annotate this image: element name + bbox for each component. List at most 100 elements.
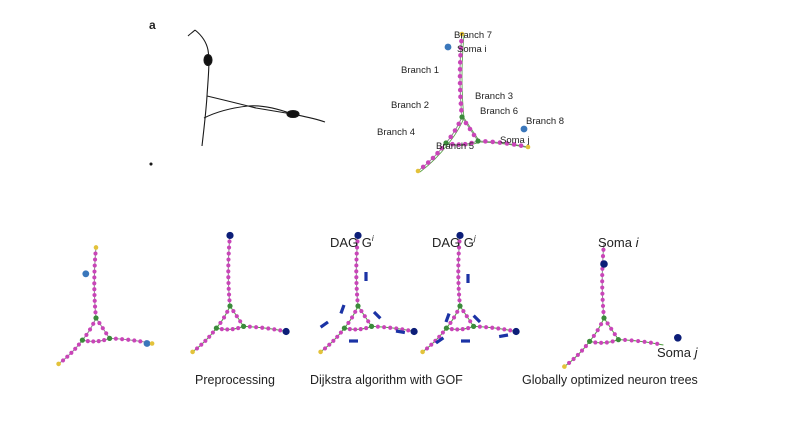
neuron-sketch [149,29,326,166]
tree-node [429,342,434,347]
tree-node [437,334,442,339]
tree-node [272,327,277,332]
tree-node [456,269,461,274]
junction-node [355,303,361,309]
tree-node [604,340,609,345]
tree-node [199,342,204,347]
tree-node [92,292,97,298]
panel-letter: a [149,18,156,32]
tree-node [406,328,411,333]
soma-j-node [143,340,151,347]
tree-node [420,164,426,170]
tree-node [610,339,615,344]
tree-node [76,342,81,347]
junction-node [107,335,113,341]
tree-node [92,304,98,309]
tree-node [456,275,461,280]
tree-node [347,327,352,332]
tree-node [599,340,604,345]
tree-node [508,328,513,333]
tree-node [424,346,430,351]
tree-node [457,298,462,303]
tree-node [458,53,463,58]
junction-node [457,303,463,309]
soma-i-label: Soma i [598,235,640,250]
tree-node [92,257,98,262]
soma-i-node [354,231,362,240]
tree-node [92,281,97,286]
tree-node [354,280,359,286]
tree-node [450,141,455,147]
soma-i-node [456,231,464,240]
tree-node [484,325,489,330]
caption-preprocessing: Preprocessing [195,373,275,387]
tree-node [456,257,461,262]
tree-node [459,38,464,44]
dag-gi-label: DAG Gi [330,234,374,250]
junction-node [587,338,593,344]
junction-node [459,114,465,120]
tree-node [93,310,98,315]
caption-globally-optimized: Globally optimized neuron trees [522,373,698,387]
junction-node [369,323,375,329]
tree-node [394,326,399,331]
tree-node [358,327,363,332]
junction-node [601,315,607,321]
tree-node [97,321,102,326]
tree-node [457,67,463,72]
tree-node [456,142,462,147]
tree-node [227,239,232,244]
tree-node [236,326,241,331]
tree-node [226,292,232,297]
tree-node [458,101,464,106]
tree-node [92,269,97,274]
flow-arrow [372,310,382,320]
soma-j-label: Soma j [657,345,699,360]
label-branch-7: Branch 7 [454,30,492,41]
tree-node [225,327,230,332]
junction-node [615,337,622,343]
tree-node [456,251,461,256]
tree-node [234,314,239,319]
tree-node [382,325,387,330]
tree-node [354,292,360,297]
tree-node [601,309,606,315]
junction-node [443,325,449,331]
tree-node [355,298,360,303]
branch-labels: Branch 7 Soma i Branch 1 Branch 3 Branch… [377,30,564,152]
tree-node [497,140,503,145]
tree-node [354,269,359,274]
tree-node [354,257,359,262]
tree-node [225,309,230,314]
tree-node [599,322,604,327]
soma-i-node [600,260,608,268]
tree-node [93,251,98,256]
tree-node [439,145,445,151]
tree-node [451,315,457,320]
tree-node [254,325,259,330]
tree-node [92,263,97,268]
endpoint-node [93,245,99,250]
tree-node [583,344,588,349]
tree-node [455,327,460,332]
tree-node [471,132,477,138]
endpoint-node [415,168,421,174]
junction-node [93,315,99,321]
endpoint-node [459,31,465,37]
tree-node [100,326,105,331]
soma-j-node [512,327,520,336]
label-soma-i: Soma i [457,44,487,55]
tree-node [600,266,605,271]
tree-node [655,341,660,346]
tree-node [462,141,468,147]
stage-optimized-trees [562,243,682,369]
tree-node [354,245,360,250]
tree-node [354,263,359,268]
tree-node [388,325,393,330]
endpoint-node [562,364,567,369]
tree-node [595,328,600,333]
soma-i-node [444,43,452,51]
tree-node [467,126,473,132]
label-branch-6: Branch 6 [480,106,518,117]
tree-node [65,354,70,359]
